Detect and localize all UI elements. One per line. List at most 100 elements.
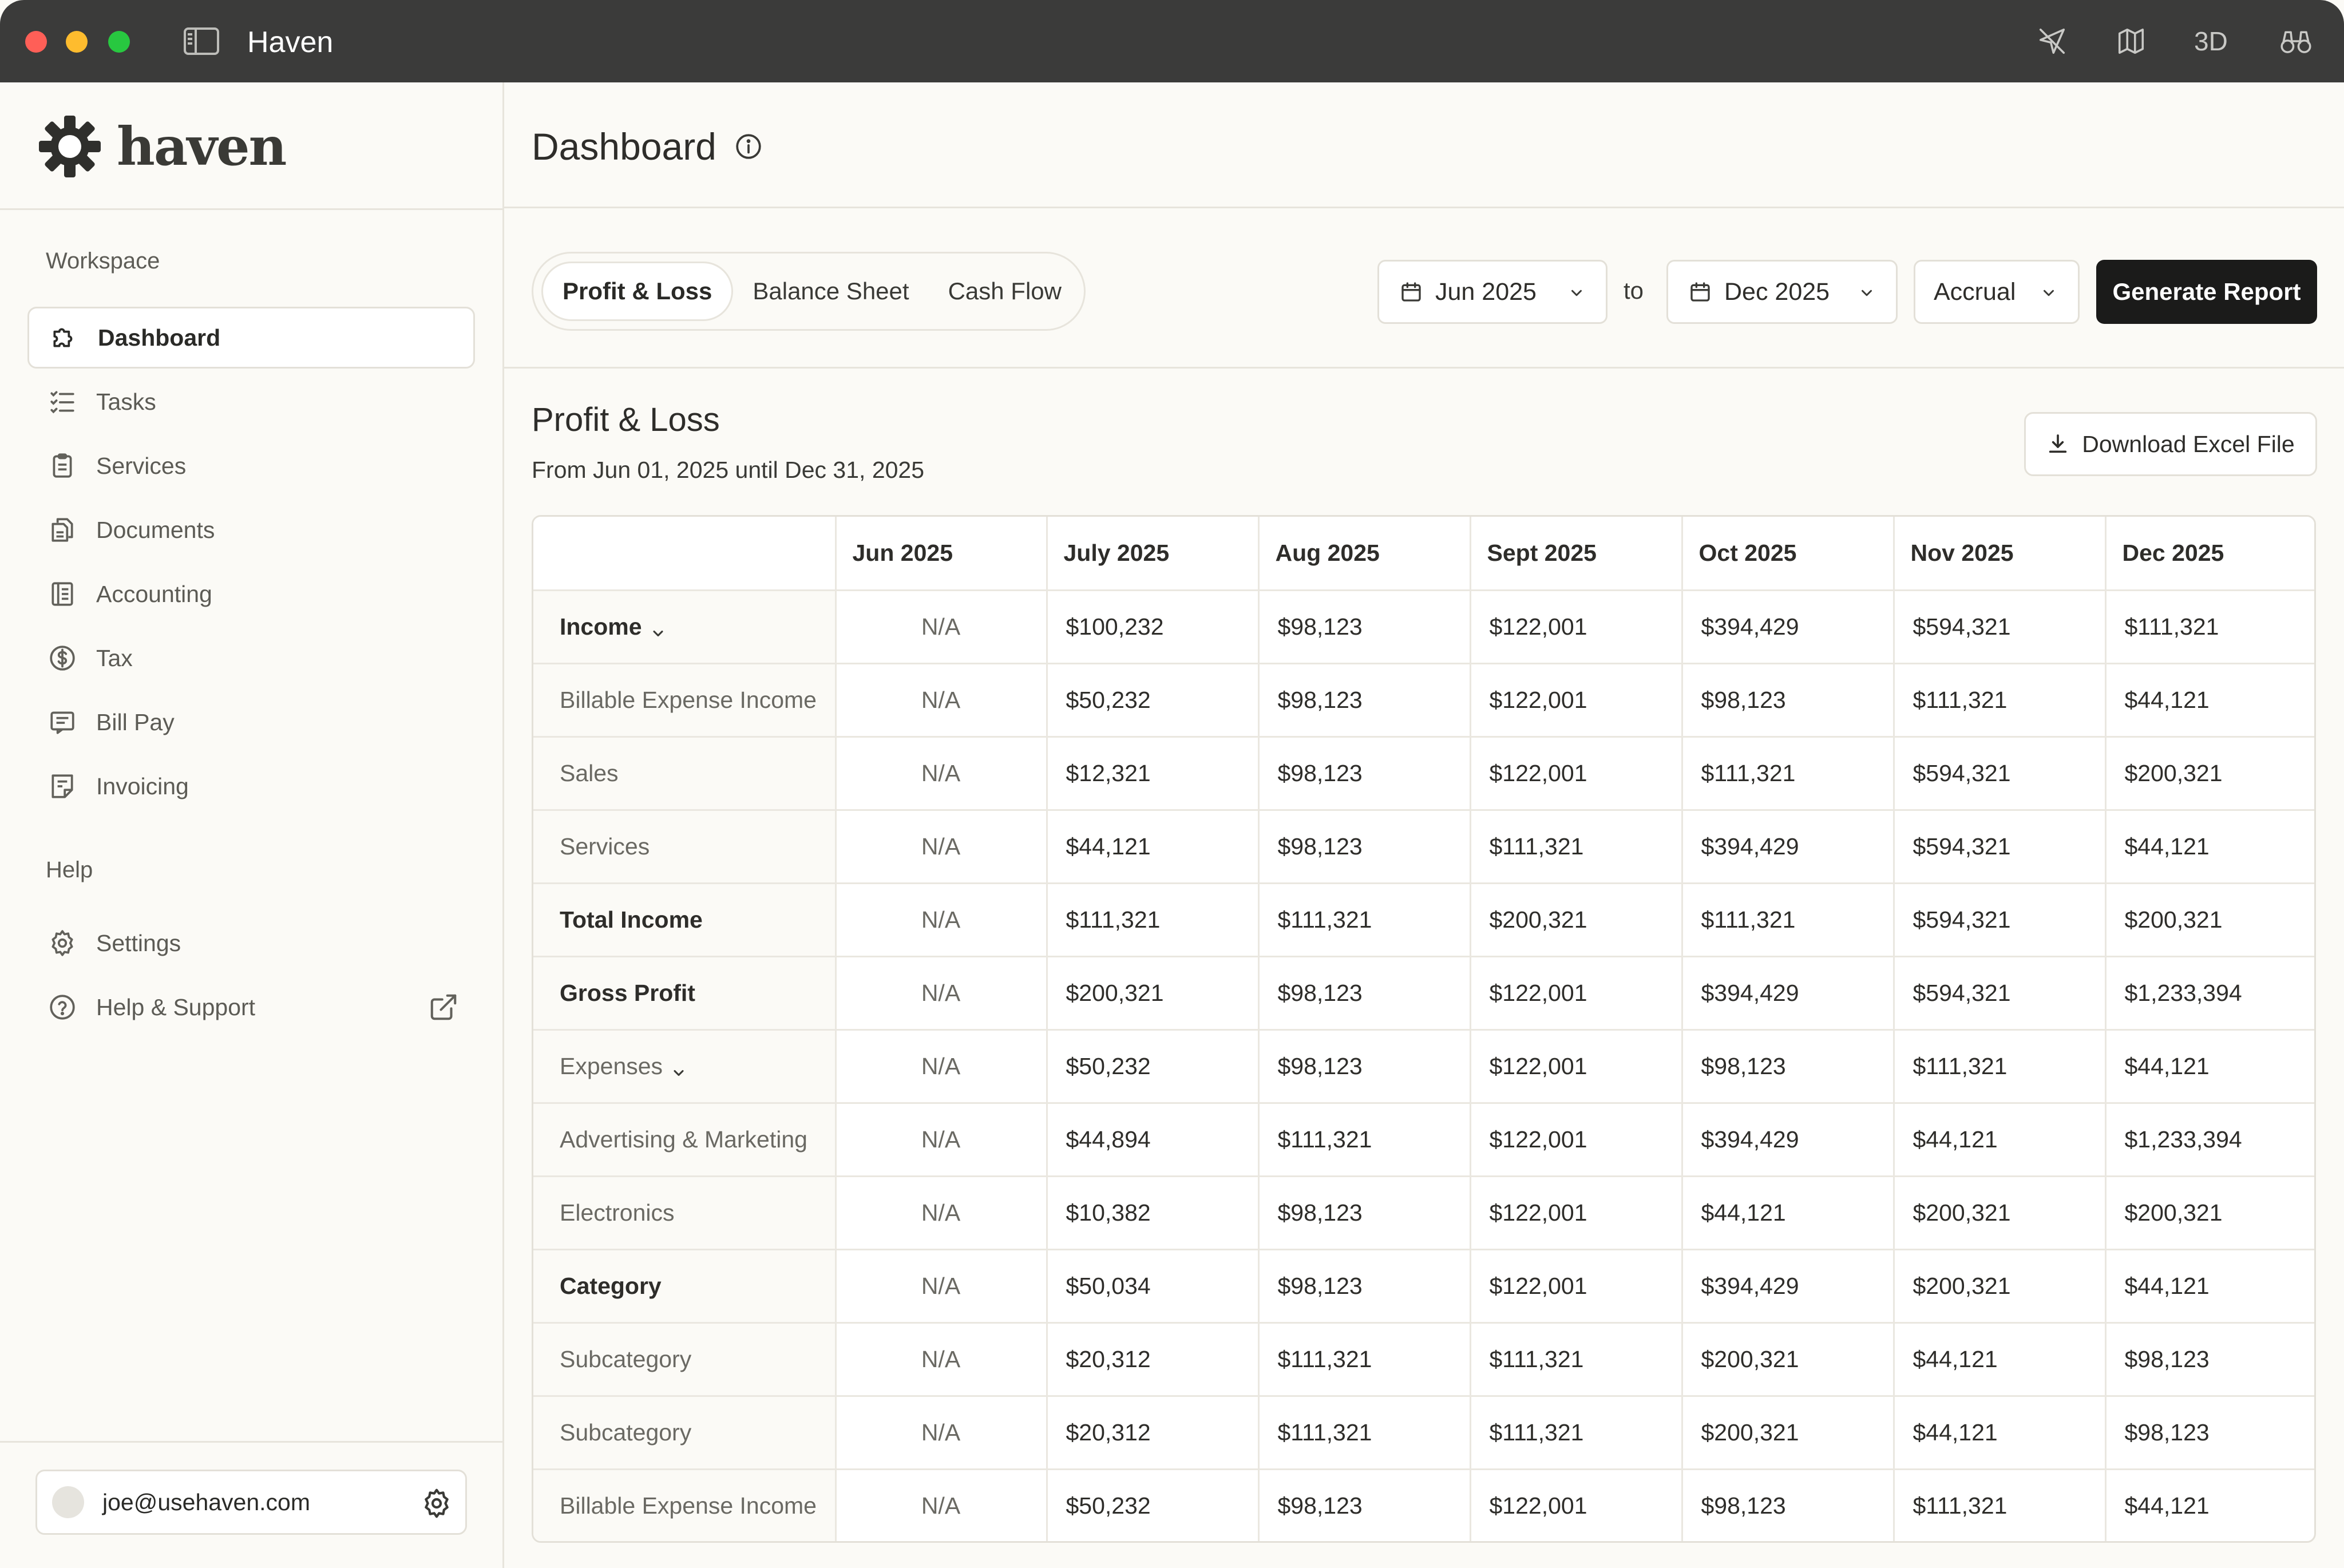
column-header-label	[533, 517, 837, 591]
info-icon[interactable]	[734, 132, 763, 161]
row-label-cell[interactable]: Expenses	[533, 1028, 837, 1104]
table-cell: $98,123	[1257, 1248, 1471, 1324]
table-cell: N/A	[834, 1248, 1048, 1324]
sidebar-item-documents[interactable]: Documents	[27, 499, 475, 561]
paper-plane-icon[interactable]	[2035, 24, 2069, 58]
haven-logo-icon	[35, 112, 104, 181]
help-section-label: Help	[46, 857, 93, 882]
sidebar-item-bill-pay[interactable]: Bill Pay	[27, 691, 475, 753]
sidebar-item-tasks[interactable]: Tasks	[27, 371, 475, 433]
close-window-button[interactable]	[25, 31, 47, 53]
row-label: Services	[560, 833, 650, 860]
table-cell: $111,321	[1469, 1321, 1683, 1397]
minimize-window-button[interactable]	[66, 31, 88, 53]
question-circle-icon	[47, 992, 78, 1023]
table-cell: $122,001	[1469, 589, 1683, 664]
brand-name: haven	[117, 116, 287, 177]
brand[interactable]: haven	[35, 112, 287, 181]
sidebar-item-tax[interactable]: Tax	[27, 627, 475, 689]
table-cell: $44,121	[1892, 1102, 2107, 1177]
calendar-icon	[1400, 280, 1423, 303]
table-cell: $1,233,394	[2104, 955, 2314, 1031]
table-cell: $50,232	[1046, 1468, 1260, 1541]
checklist-icon	[47, 386, 78, 417]
row-label-cell: Electronics	[533, 1175, 837, 1250]
chevron-down-icon[interactable]	[650, 620, 666, 636]
sidebar-item-invoicing[interactable]: Invoicing	[27, 755, 475, 817]
row-label-cell[interactable]: Income	[533, 589, 837, 664]
table-cell: $98,123	[1681, 662, 1895, 738]
sidebar-item-dashboard[interactable]: Dashboard	[27, 307, 475, 369]
report-title: Profit & Loss	[532, 401, 720, 438]
table-cell: $50,034	[1046, 1248, 1260, 1324]
report-date-range: From Jun 01, 2025 until Dec 31, 2025	[532, 457, 925, 483]
sidebar-item-accounting[interactable]: Accounting	[27, 563, 475, 625]
sidebar-item-label: Bill Pay	[96, 708, 175, 735]
tab-profit-loss[interactable]: Profit & Loss	[541, 262, 734, 321]
table-cell: $98,123	[1257, 1028, 1471, 1104]
from-date-select[interactable]: Jun 2025	[1377, 260, 1607, 324]
binoculars-icon[interactable]	[2279, 24, 2313, 58]
profit-loss-table: Jun 2025 July 2025 Aug 2025 Sept 2025 Oct 20…	[532, 515, 2316, 1543]
table-cell: $111,321	[1046, 882, 1260, 957]
3d-view-button[interactable]: 3D	[2194, 26, 2228, 56]
row-label: Billable Expense Income	[560, 686, 817, 713]
table-cell: $111,321	[1469, 809, 1683, 884]
account-email: joe@usehaven.com	[102, 1488, 310, 1515]
tab-balance-sheet[interactable]: Balance Sheet	[753, 278, 909, 304]
table-cell: $122,001	[1469, 1248, 1683, 1324]
table-cell: $98,123	[1257, 735, 1471, 811]
page-header: Dashboard	[504, 82, 2344, 208]
page-title: Dashboard	[532, 125, 716, 168]
sidebar-item-label: Invoicing	[96, 773, 189, 799]
sidebar-item-label: Tasks	[96, 388, 156, 415]
sidebar-item-services[interactable]: Services	[27, 435, 475, 497]
table-row: Electronics N/A $10,382 $98,123 $122,001 $44,…	[533, 1175, 2314, 1250]
chevron-down-icon[interactable]	[671, 1060, 687, 1076]
table-cell: N/A	[834, 1395, 1048, 1470]
sidebar-toggle-icon[interactable]	[183, 27, 220, 56]
table-cell: $50,232	[1046, 1028, 1260, 1104]
table-row: Advertising & Marketing N/A $44,894 $111,32…	[533, 1102, 2314, 1177]
download-excel-button[interactable]: Download Excel File	[2024, 412, 2317, 476]
account-menu[interactable]: joe@usehaven.com	[35, 1470, 467, 1535]
table-cell: $200,321	[1681, 1395, 1895, 1470]
table-cell: $200,321	[1892, 1248, 2107, 1324]
table-row[interactable]: Expenses N/A $50,232 $98,123 $122,001 $98,123…	[533, 1028, 2314, 1104]
sidebar-divider	[0, 1441, 502, 1443]
chevron-down-icon	[1568, 284, 1585, 302]
generate-report-button[interactable]: Generate Report	[2096, 260, 2317, 324]
table-cell: $44,894	[1046, 1102, 1260, 1177]
accounting-method-select[interactable]: Accrual	[1914, 260, 2080, 324]
table-cell: $20,312	[1046, 1321, 1260, 1397]
table-row[interactable]: Income N/A $100,232 $98,123 $122,001 $394,429…	[533, 589, 2314, 664]
row-label: Expenses	[560, 1052, 663, 1079]
zoom-window-button[interactable]	[108, 31, 130, 53]
sidebar-item-help-support[interactable]: Help & Support	[27, 976, 475, 1038]
documents-icon	[47, 514, 78, 545]
account-settings-gear-icon[interactable]	[421, 1487, 453, 1519]
to-date-select[interactable]: Dec 2025	[1666, 260, 1898, 324]
table-cell: $122,001	[1469, 1028, 1683, 1104]
table-cell: $594,321	[1892, 955, 2107, 1031]
table-cell: N/A	[834, 809, 1048, 884]
table-row: Subcategory N/A $20,312 $111,321 $111,321 $20…	[533, 1395, 2314, 1470]
table-cell: $98,123	[1257, 809, 1471, 884]
table-row: Gross Profit N/A $200,321 $98,123 $122,001 $3…	[533, 955, 2314, 1031]
table-cell: $394,429	[1681, 589, 1895, 664]
external-link-icon[interactable]	[428, 992, 459, 1023]
sidebar-item-settings[interactable]: Settings	[27, 912, 475, 974]
row-label: Total Income	[560, 906, 703, 933]
table-header-row: Jun 2025 July 2025 Aug 2025 Sept 2025 Oct 20…	[533, 517, 2314, 591]
date-range-to-label: to	[1624, 277, 1644, 304]
map-icon[interactable]	[2114, 24, 2148, 58]
row-label: Category	[560, 1272, 662, 1299]
tab-cash-flow[interactable]: Cash Flow	[948, 278, 1062, 304]
table-cell: $50,232	[1046, 662, 1260, 738]
gear-icon	[47, 928, 78, 959]
table-cell: $111,321	[1257, 1395, 1471, 1470]
table-cell: $594,321	[1892, 735, 2107, 811]
table-cell: N/A	[834, 1028, 1048, 1104]
table-cell: N/A	[834, 1321, 1048, 1397]
